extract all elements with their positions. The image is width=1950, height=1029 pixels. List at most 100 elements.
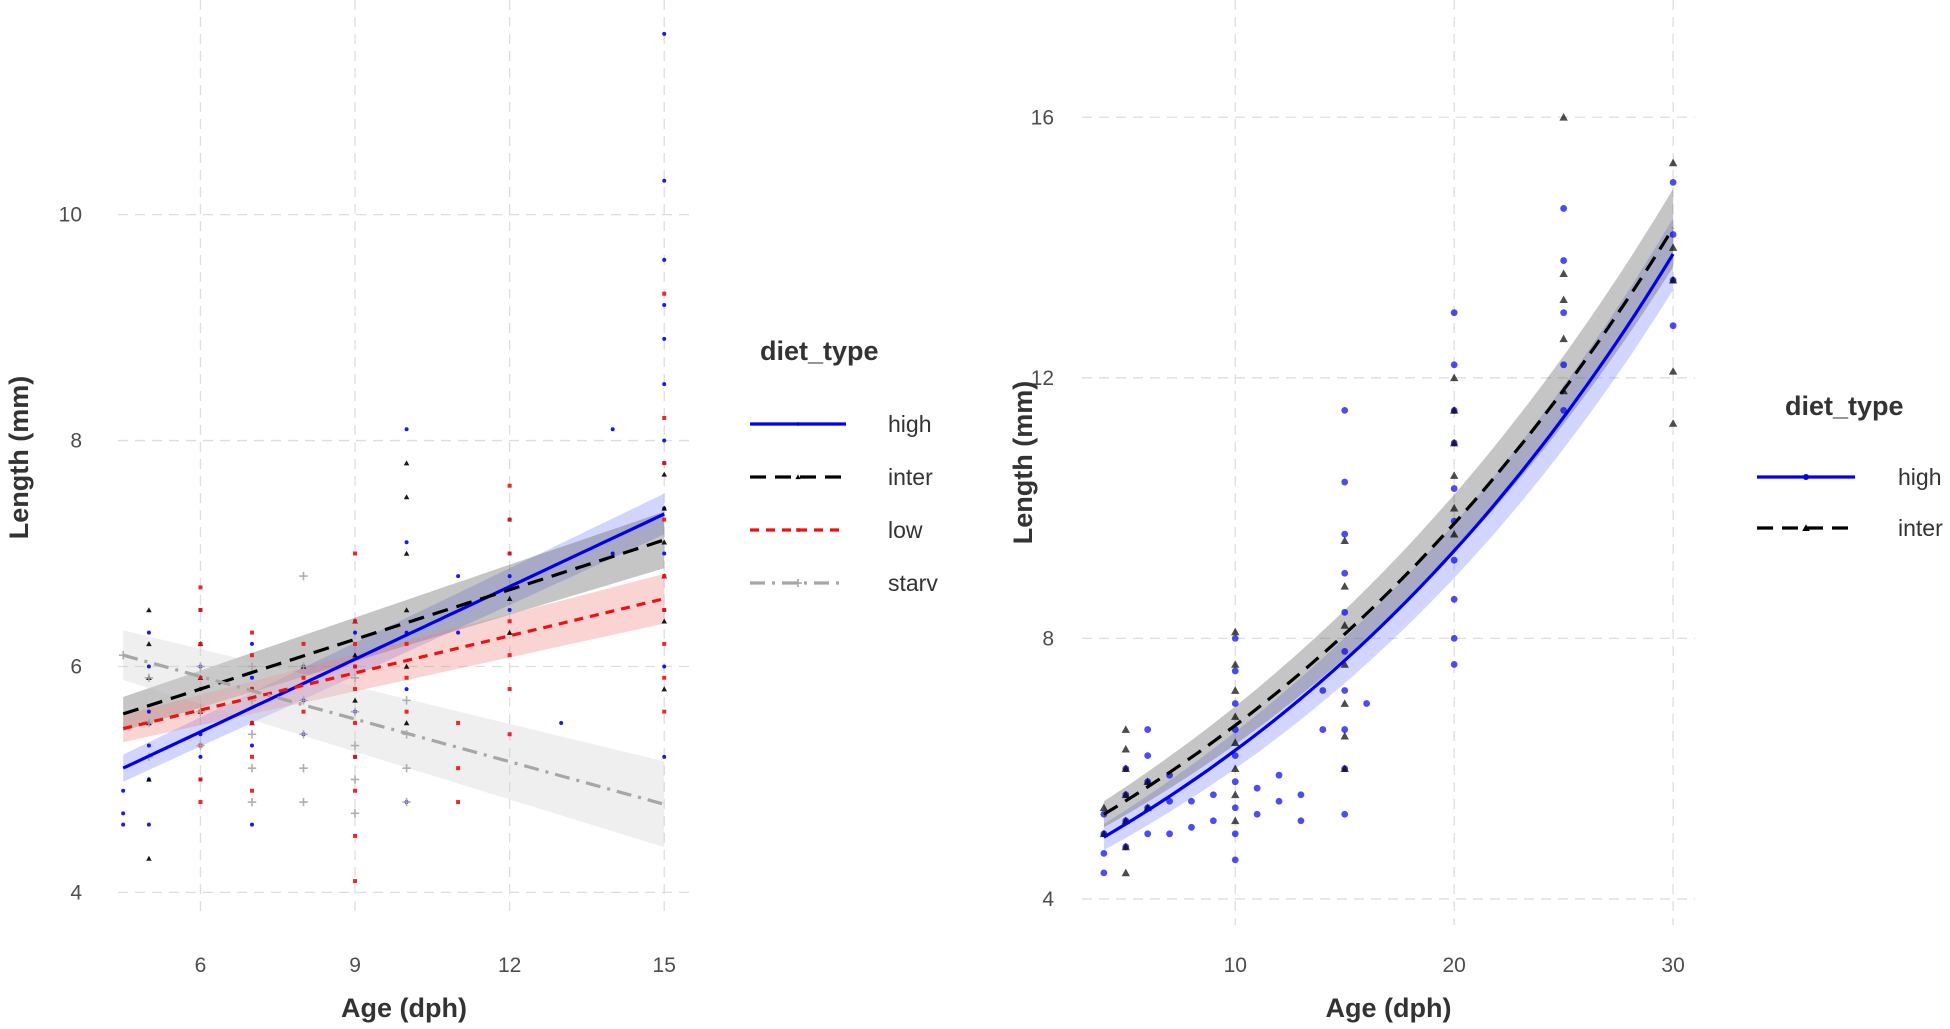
data-point-inter <box>403 494 410 500</box>
data-point-inter <box>1340 582 1349 590</box>
data-point-high <box>662 31 667 36</box>
data-point-high <box>1450 556 1458 564</box>
data-point-low <box>353 833 358 838</box>
data-point-low <box>507 517 512 522</box>
data-point-high <box>662 438 667 443</box>
data-point-high <box>1188 797 1195 805</box>
data-point-inter <box>403 460 410 466</box>
data-point-high <box>662 178 667 183</box>
data-point-low <box>198 608 203 612</box>
data-point-low <box>662 574 667 579</box>
data-point-low <box>353 788 358 793</box>
data-point-high <box>1450 634 1458 642</box>
data-point-inter <box>1231 764 1240 773</box>
data-point-high <box>662 336 667 341</box>
data-point-high <box>507 574 512 579</box>
x-tick-label: 20 <box>1442 954 1465 977</box>
data-point-low <box>507 732 512 737</box>
data-point-inter <box>352 697 358 703</box>
data-point-low <box>662 461 667 466</box>
ci-band-high <box>123 493 665 782</box>
data-point-high <box>456 574 461 579</box>
data-point-inter <box>1099 803 1109 812</box>
data-point-inter <box>1668 243 1678 251</box>
data-point-starv <box>299 763 308 773</box>
data-point-high <box>121 811 126 816</box>
data-point-high <box>249 675 254 680</box>
data-point-inter <box>146 776 152 782</box>
ci-band-starv <box>123 630 665 848</box>
data-point-high <box>1341 406 1349 414</box>
data-point-low <box>198 585 203 590</box>
data-point-inter <box>1449 503 1459 512</box>
data-point-inter <box>661 618 668 624</box>
data-point-low <box>249 653 254 658</box>
data-point-high <box>662 664 667 669</box>
data-point-high <box>1341 478 1349 486</box>
data-point-high <box>1560 257 1568 264</box>
data-point-starv <box>144 673 154 682</box>
x-tick-label: 9 <box>349 954 361 977</box>
data-point-starv <box>402 797 411 807</box>
data-point-high <box>198 754 203 759</box>
data-point-inter <box>1449 529 1459 538</box>
data-point-high <box>610 551 615 556</box>
data-point-high <box>146 709 151 714</box>
data-point-high <box>353 630 358 635</box>
data-point-low <box>662 675 667 680</box>
data-point-inter <box>1340 764 1349 773</box>
data-point-high <box>121 788 126 793</box>
points-low <box>198 291 667 884</box>
data-point-high <box>1144 830 1152 838</box>
legend-glyph-low <box>796 528 800 532</box>
data-point-inter <box>1449 406 1459 414</box>
ci-band-high <box>1103 218 1674 851</box>
data-point-high <box>1231 804 1239 812</box>
data-point-high <box>1450 595 1458 603</box>
data-point-inter <box>1449 471 1459 479</box>
data-point-inter <box>403 663 410 669</box>
data-point-high <box>1166 797 1173 805</box>
data-point-high <box>1275 797 1283 805</box>
data-point-low <box>301 709 306 714</box>
data-point-inter <box>1340 621 1349 629</box>
data-point-low <box>456 766 461 771</box>
data-point-high <box>1341 569 1349 577</box>
data-point-inter <box>1121 744 1130 753</box>
y-tick-label: 8 <box>70 430 82 453</box>
data-point-low <box>353 641 358 646</box>
data-point-starv <box>247 662 257 671</box>
data-point-inter <box>146 607 152 613</box>
fit-line-low <box>122 597 665 731</box>
data-point-low <box>662 291 667 296</box>
data-point-high <box>1363 700 1371 707</box>
data-point-high <box>1450 361 1458 369</box>
data-point-low <box>507 687 512 692</box>
data-point-high <box>1297 817 1305 825</box>
x-tick-label: 30 <box>1661 954 1684 977</box>
data-point-high <box>1231 778 1239 786</box>
data-point-low <box>353 754 358 759</box>
data-point-high <box>1231 634 1239 642</box>
data-point-high <box>249 641 254 646</box>
data-point-inter <box>146 855 152 861</box>
data-point-starv <box>299 571 308 581</box>
x-axis-title: Age (dph) <box>341 993 467 1023</box>
data-point-high <box>404 540 409 545</box>
data-point-low <box>404 709 409 714</box>
data-point-high <box>1319 687 1327 694</box>
data-point-high <box>1297 791 1305 799</box>
data-point-high <box>1560 406 1568 414</box>
data-point-starv <box>247 730 257 739</box>
data-point-high <box>456 630 461 635</box>
data-point-inter <box>1231 790 1240 799</box>
data-point-starv <box>350 673 360 682</box>
data-point-starv <box>299 797 308 807</box>
data-point-inter <box>1121 790 1130 799</box>
data-point-high <box>121 822 126 827</box>
data-point-low <box>353 664 358 669</box>
data-point-low <box>456 800 461 805</box>
